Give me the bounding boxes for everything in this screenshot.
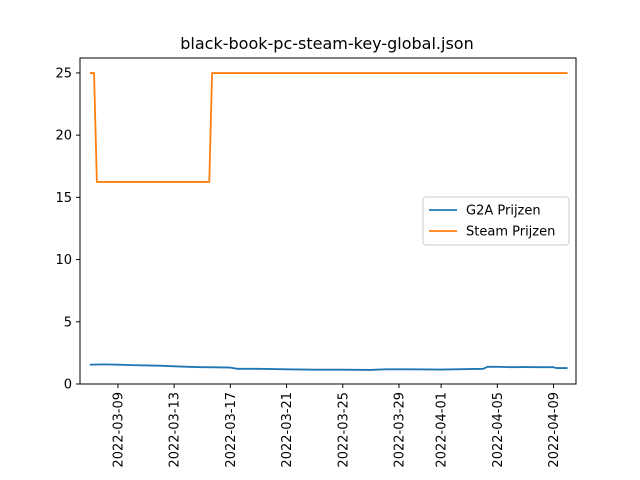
legend-label: G2A Prijzen: [466, 204, 541, 219]
legend-label: Steam Prijzen: [466, 225, 555, 240]
y-axis: 0 5 10 15 20 25: [55, 66, 80, 393]
x-tick-label: 2022-03-13: [168, 392, 183, 468]
series-line-g2a: [89, 363, 568, 371]
y-tick-label: 25: [55, 66, 72, 81]
x-tick-label: 2022-03-25: [336, 392, 351, 468]
y-tick-label: 15: [55, 191, 72, 206]
series-line-steam: [89, 72, 568, 183]
x-tick-label: 2022-03-17: [224, 392, 239, 468]
x-tick-label: 2022-04-05: [491, 392, 506, 468]
series-layer: [89, 72, 568, 371]
y-tick-label: 20: [55, 129, 72, 144]
x-tick-label: 2022-03-29: [392, 392, 407, 468]
legend-box: [422, 196, 570, 246]
legend: G2A Prijzen Steam Prijzen: [422, 196, 570, 246]
chart-title: black-book-pc-steam-key-global.json: [180, 34, 473, 53]
x-tick-label: 2022-04-09: [547, 392, 562, 468]
y-tick-label: 0: [64, 378, 72, 393]
x-tick-label: 2022-04-01: [435, 392, 450, 468]
x-tick-label: 2022-03-09: [111, 392, 126, 468]
plot-area-frame: [79, 57, 577, 385]
y-tick-label: 5: [64, 315, 72, 330]
x-axis: 2022-03-09 2022-03-13 2022-03-17 2022-03-21…: [111, 384, 562, 468]
x-tick-label: 2022-03-21: [280, 392, 295, 468]
y-tick-label: 10: [55, 253, 72, 268]
